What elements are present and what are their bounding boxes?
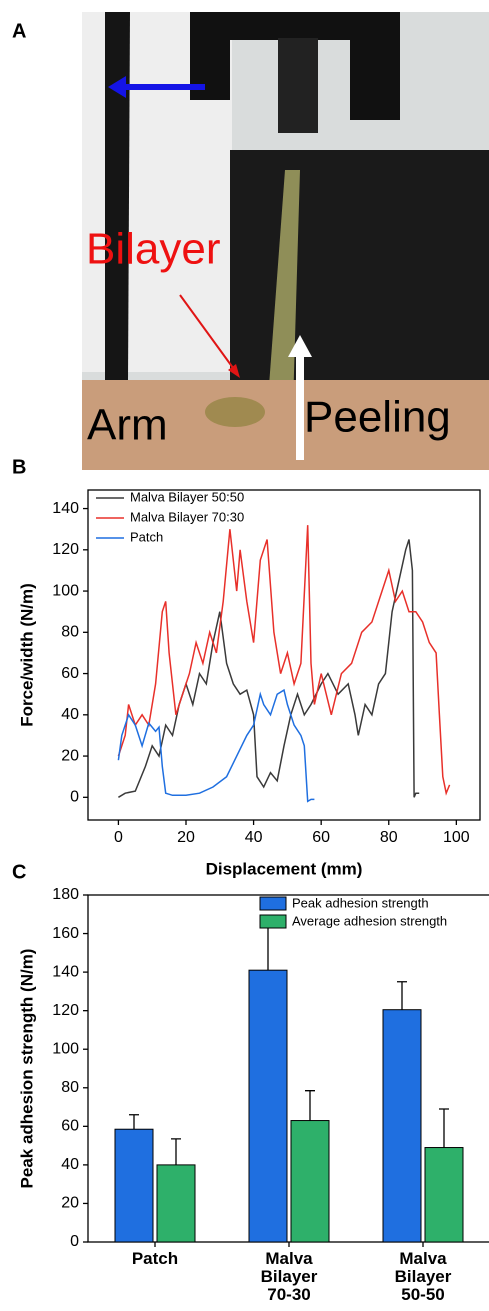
y-tick-label: 0 xyxy=(70,1233,79,1250)
y-tick-label: 0 xyxy=(70,789,79,806)
y-tick-label: 20 xyxy=(61,1195,79,1212)
legend-swatch xyxy=(259,896,287,911)
data-line xyxy=(117,688,315,803)
arm xyxy=(82,380,489,470)
bar xyxy=(290,1120,330,1243)
error-bar xyxy=(439,1108,449,1148)
y-tick-label: 140 xyxy=(52,963,79,980)
label-bilayer: Bilayer xyxy=(86,225,221,274)
monitor xyxy=(230,150,489,390)
label-peeling: Peeling xyxy=(304,393,451,442)
y-tick-label: 40 xyxy=(61,706,79,723)
y-tick-label: 80 xyxy=(61,1079,79,1096)
bar xyxy=(114,1128,154,1243)
y-tick-label: 40 xyxy=(61,1156,79,1173)
bar xyxy=(248,969,288,1243)
y-tick-label: 60 xyxy=(61,665,79,682)
x-tick-label: Malva Bilayer 50-50 xyxy=(394,1249,452,1304)
attached-film xyxy=(205,397,265,427)
legend-label: Peak adhesion strength xyxy=(292,895,429,910)
cable xyxy=(105,12,130,380)
y-tick-label: 100 xyxy=(52,1040,79,1057)
x-tick-label: 100 xyxy=(443,829,470,846)
bar xyxy=(156,1164,196,1243)
data-line xyxy=(118,539,420,798)
y-tick-label: 100 xyxy=(52,582,79,599)
legend-label: Malva Bilayer 70:30 xyxy=(130,509,244,524)
pointer-head xyxy=(228,364,240,378)
y-tick-label: 60 xyxy=(61,1118,79,1135)
bar xyxy=(424,1147,464,1243)
y-tick-label: 140 xyxy=(52,500,79,517)
legend-label: Malva Bilayer 50:50 xyxy=(130,489,244,504)
x-tick-label: 80 xyxy=(380,829,398,846)
y-axis-title: Peak adhesion strength (N/m) xyxy=(17,949,36,1189)
y-tick-label: 80 xyxy=(61,624,79,641)
x-axis-title: Displacement (mm) xyxy=(206,859,363,878)
x-tick-label: 0 xyxy=(114,829,123,846)
error-bar xyxy=(263,927,273,971)
panel-label: A xyxy=(12,20,26,42)
label-arm: Arm xyxy=(87,401,168,450)
y-tick-label: 120 xyxy=(52,1002,79,1019)
error-bar xyxy=(397,981,407,1010)
x-tick-label: 20 xyxy=(177,829,195,846)
peel-arrow-head xyxy=(288,335,312,357)
y-axis-title: Force/width (N/m) xyxy=(17,583,36,727)
bar xyxy=(382,1009,422,1243)
error-bar xyxy=(305,1090,315,1121)
panel-label: C xyxy=(12,861,26,883)
pointer-line xyxy=(179,294,237,373)
data-line xyxy=(117,525,451,796)
error-bar xyxy=(129,1114,139,1130)
grip xyxy=(278,38,318,133)
x-tick-label: Patch xyxy=(131,1249,179,1268)
y-tick-label: 120 xyxy=(52,541,79,558)
clamp xyxy=(190,12,400,120)
photo: Bilayer Arm Peeling xyxy=(82,12,489,470)
x-tick-label: 40 xyxy=(245,829,263,846)
panel-label: B xyxy=(12,456,26,478)
arrow-head xyxy=(108,76,126,98)
y-tick-label: 160 xyxy=(52,925,79,942)
y-tick-label: 20 xyxy=(61,747,79,764)
legend-swatch xyxy=(259,914,287,929)
error-bar xyxy=(171,1138,181,1165)
x-tick-label: Malva Bilayer 70-30 xyxy=(260,1249,318,1304)
bilayer-strip xyxy=(265,170,300,440)
legend-label: Average adhesion strength xyxy=(292,913,447,928)
x-tick-label: 60 xyxy=(312,829,330,846)
y-tick-label: 180 xyxy=(52,886,79,903)
legend-label: Patch xyxy=(130,529,163,544)
plot-frame xyxy=(87,489,481,821)
